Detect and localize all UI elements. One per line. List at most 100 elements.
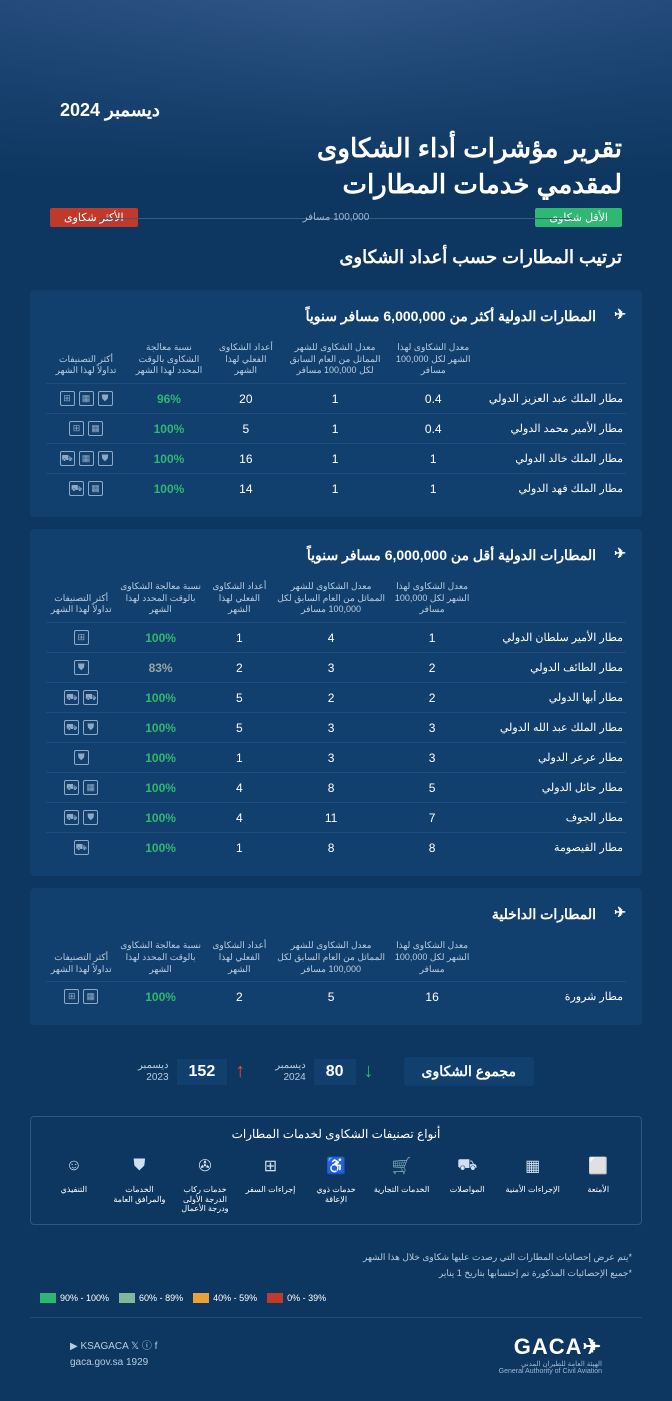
col-rate-prev: معدل الشكاوى للشهر المماثل من العام السا… [274,575,388,623]
legend-range: 100% - 90% [60,1293,109,1303]
rate-prev: 1 [280,384,391,414]
legend-mid: 100,000 مسافر [303,212,370,223]
totals-label: مجموع الشكاوى [404,1057,534,1086]
complaint-count: 4 [205,803,274,833]
category-icon: ▦ [83,780,98,795]
category-label: التنفيذي [61,1185,87,1195]
section-intl-large: ✈ المطارات الدولية أكثر من 6,000,000 مسا… [30,290,642,517]
section-title: المطارات الدولية أكثر من 6,000,000 مسافر… [306,308,596,325]
top-categories: ⛟ [46,833,116,863]
category-item: ⊞إجراءات السفر [241,1153,301,1214]
rate-current: 1 [391,444,477,474]
rate-current: 7 [388,803,476,833]
resolution-pct: 100% [116,713,204,743]
top-categories: ⛊ [46,653,116,683]
complaint-count: 1 [205,623,274,653]
logo-text: ✈GACA [499,1334,602,1360]
category-item: ☺ التنفيذي [44,1153,104,1214]
category-icon: ▦ [83,989,98,1004]
category-icon: ▦ [79,451,94,466]
airport-name: مطار القيصومة [476,833,626,863]
complaint-count: 16 [212,444,280,474]
resolution-pct: 100% [116,803,204,833]
legend-row: الأقل شكاوى 100,000 مسافر الأكثر شكاوى [0,180,672,227]
plane-icon: ✈ [606,545,626,565]
category-icon: ▦ [88,421,103,436]
rate-current: 3 [388,713,476,743]
resolution-pct: 100% [116,743,204,773]
col-rate-prev: معدل الشكاوى للشهر المماثل من العام السا… [280,336,391,384]
color-legend-item: 100% - 90% [40,1293,109,1303]
total-prev-date: ديسمبر 2023 [138,1060,168,1084]
category-icon: ⛊ [98,391,113,406]
category-icon: ☺ [61,1153,87,1179]
category-icon: ⛊ [74,660,89,675]
table-row: مطار الملك خالد الدولي 1 1 16 100% ⛊▦⛟ [46,444,626,474]
color-legend-item: 89% - 60% [119,1293,183,1303]
resolution-pct: 100% [116,623,204,653]
section-intl-small: ✈ المطارات الدولية أقل من 6,000,000 مساف… [30,529,642,876]
totals-row: مجموع الشكاوى ↓ 80 ديسمبر 2024 ↑ 152 ديس… [0,1037,672,1106]
table-row: مطار الأمير محمد الدولي 0.4 1 5 100% ▦⊞ [46,414,626,444]
total-current-num: 80 [314,1059,356,1085]
footer: ✈GACA الهيئة العامة للطيران المدني Gener… [30,1317,642,1401]
category-item: ⬜الأمتعة [568,1153,628,1214]
complaint-count: 5 [205,713,274,743]
rate-current: 8 [388,833,476,863]
footer-logo-block: ✈GACA الهيئة العامة للطيران المدني Gener… [499,1334,602,1375]
rate-prev: 1 [280,414,391,444]
resolution-pct: 100% [126,474,212,504]
rate-prev: 8 [274,773,388,803]
category-icon: ⊞ [69,421,84,436]
website: gaca.gov.sa 1929 [70,1355,157,1371]
rate-prev: 1 [280,444,391,474]
complaint-count: 2 [205,653,274,683]
arrow-up-icon: ↑ [235,1060,245,1083]
legend-swatch [40,1293,56,1303]
ranking-subtitle: ترتيب المطارات حسب أعداد الشكاوى [0,227,672,278]
col-rate-current: معدل الشكاوى لهذا الشهر لكل 100,000 مساف… [391,336,477,384]
category-icon: ⊞ [60,391,75,406]
col-count: أعداد الشكاوى الفعلي لهذا الشهر [205,934,274,982]
category-item: ▦الإجراءات الأمنية [503,1153,563,1214]
total-current: ↓ 80 ديسمبر 2024 [275,1059,373,1085]
category-icon: ⛊ [98,451,113,466]
table-row: مطار الطائف الدولي 2 3 2 83% ⛊ [46,653,626,683]
table-row: مطار الملك عبد الله الدولي 3 3 5 100% ⛊⛟ [46,713,626,743]
legend-range: 59% - 40% [213,1293,257,1303]
category-icon: ⛟ [64,780,79,795]
rate-current: 0.4 [391,384,477,414]
col-pct: نسبة معالجة الشكاوى بالوقت المحدد لهذا ا… [126,336,212,384]
category-label: إجراءات السفر [246,1185,296,1195]
color-legend: 39% - 0%59% - 40%89% - 60%100% - 90% [0,1289,672,1317]
complaint-count: 4 [205,773,274,803]
col-topcat: أكثر التصنيفات تداولاً لهذا الشهر [46,575,116,623]
top-categories: ⛊ [46,743,116,773]
top-categories: ⛊▦⛟ [46,444,126,474]
section-title: المطارات الداخلية [492,906,596,923]
airport-name: مطار حائل الدولي [476,773,626,803]
rate-prev: 3 [274,653,388,683]
legend-swatch [267,1293,283,1303]
col-pct: نسبة معالجة الشكاوى بالوقت المحدد لهذا ا… [116,575,204,623]
note-2: *جميع الإحصائيات المذكورة تم إحتسابها بت… [40,1265,632,1281]
rate-current: 3 [388,743,476,773]
col-count: أعداد الشكاوى الفعلي لهذا الشهر [212,336,280,384]
category-label: الخدمات والمرافق العامة [109,1185,169,1204]
col-rate-current: معدل الشكاوى لهذا الشهر لكل 100,000 مساف… [388,934,476,982]
top-categories: ⛟⛟ [46,683,116,713]
col-airport [476,575,626,623]
category-icon: ⛊ [126,1153,152,1179]
logo-sub-en: General Authority of Civil Aviation [499,1368,602,1375]
rate-current: 1 [391,474,477,504]
plane-icon: ✈ [606,904,626,924]
footer-contact: KSAGACA 𝕏 ⓘ f ▶ gaca.gov.sa 1929 [70,1339,157,1371]
top-categories: ⛊▦⊞ [46,384,126,414]
complaint-count: 20 [212,384,280,414]
arrow-down-icon: ↓ [364,1060,374,1083]
table-domestic: معدل الشكاوى لهذا الشهر لكل 100,000 مساف… [46,934,626,1011]
resolution-pct: 100% [116,773,204,803]
categories-box: أنواع تصنيفات الشكاوى لخدمات المطارات ⬜ا… [30,1116,642,1225]
category-icon: ⛟ [454,1153,480,1179]
airport-name: مطار الأمير سلطان الدولي [476,623,626,653]
